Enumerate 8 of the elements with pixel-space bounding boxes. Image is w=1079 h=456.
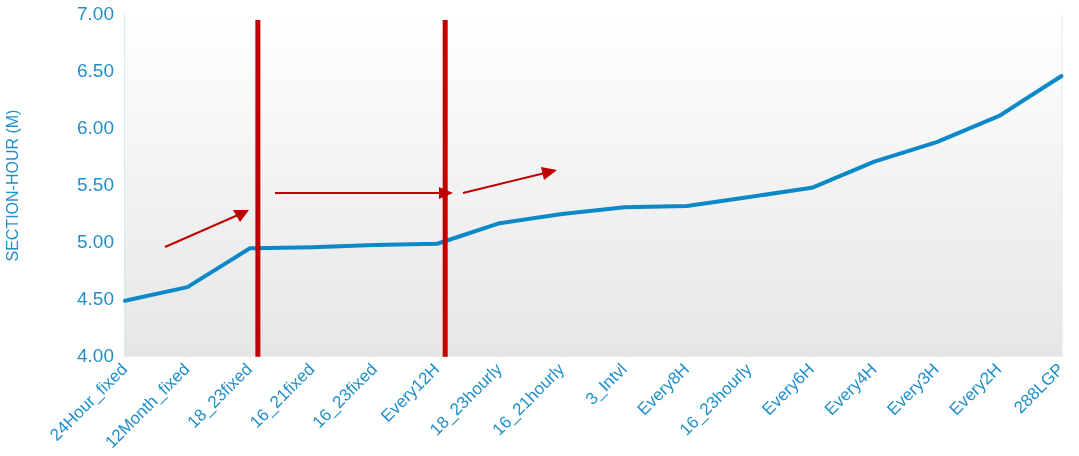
y-tick-label: 5.50: [77, 173, 114, 195]
y-tick-label: 7.00: [77, 2, 114, 24]
y-tick-label: 5.00: [77, 230, 114, 252]
y-tick-label: 6.50: [77, 59, 114, 81]
y-axis-title: SECTION-HOUR (M): [4, 109, 22, 262]
y-tick-label: 4.50: [77, 287, 114, 309]
y-tick-label: 6.00: [77, 116, 114, 138]
y-tick-label: 4.00: [77, 344, 114, 366]
